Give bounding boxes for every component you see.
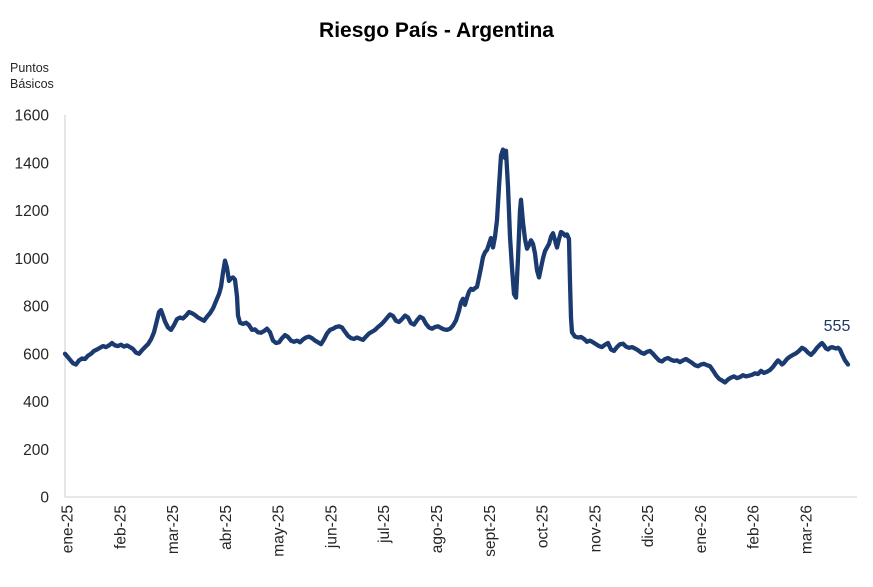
x-tick-label: ene-26 xyxy=(693,505,710,553)
x-tick-label: feb-26 xyxy=(746,505,763,549)
x-tick-label: ene-25 xyxy=(60,505,77,553)
x-tick-label: jun-25 xyxy=(323,505,340,549)
x-tick-label: oct-25 xyxy=(535,505,552,548)
y-tick-label: 1200 xyxy=(15,203,50,220)
y-axis-unit-label: Puntos Básicos xyxy=(10,61,54,91)
y-tick-label: 1000 xyxy=(15,251,50,268)
y-tick-label: 800 xyxy=(23,299,49,316)
y-tick-label: 0 xyxy=(40,490,49,507)
y-tick-label: 1400 xyxy=(15,155,50,172)
riesgo-pais-line xyxy=(62,147,851,385)
x-tick-label: feb-25 xyxy=(112,505,129,549)
y-tick-label: 200 xyxy=(23,442,49,459)
x-tick-label: mar-26 xyxy=(798,505,815,554)
x-tick-label: may-25 xyxy=(271,505,288,557)
x-tick-label: ago-25 xyxy=(429,505,446,553)
x-axis-tick-labels: ene-25 feb-25 mar-25 abr-25 may-25 jun-25 jul-… xyxy=(60,505,816,557)
y-axis-tick-labels: 0 200 400 600 800 1000 1200 1400 1600 xyxy=(15,108,50,507)
y-tick-label: 400 xyxy=(23,394,49,411)
y-tick-label: 600 xyxy=(23,346,49,363)
x-tick-label: dic-25 xyxy=(640,505,657,547)
x-tick-label: jul-25 xyxy=(376,505,393,544)
chart-title: Riesgo País - Argentina xyxy=(319,19,554,42)
y-tick-label: 1600 xyxy=(15,108,50,125)
x-tick-label: abr-25 xyxy=(218,505,235,550)
x-tick-label: mar-25 xyxy=(165,505,182,554)
x-tick-label: sept-25 xyxy=(482,505,499,557)
last-value-label: 555 xyxy=(824,318,851,335)
x-tick-label: nov-25 xyxy=(587,505,604,552)
